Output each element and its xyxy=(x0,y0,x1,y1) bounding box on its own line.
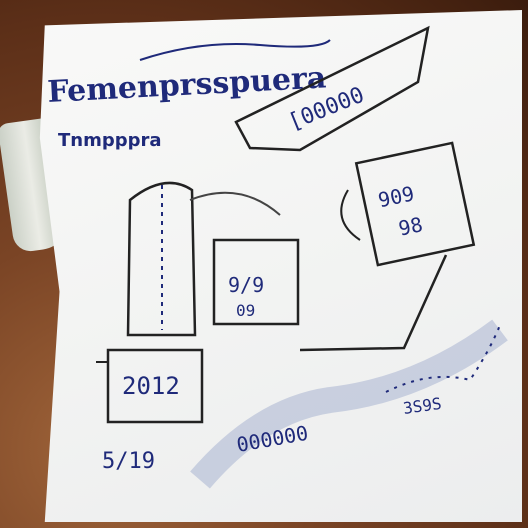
title-squiggle xyxy=(139,39,331,61)
box-top-right-arrow xyxy=(340,189,361,241)
lower-right-numbers: 3S9S xyxy=(402,394,443,418)
sketch-subtitle: Tnmpppra xyxy=(58,130,162,151)
tower-connector xyxy=(189,191,281,216)
box-center-label: 9/9 xyxy=(228,273,264,297)
tower-shape xyxy=(126,181,197,337)
sketch-title: Femenprsspuera xyxy=(47,60,328,110)
box-top-right-label-2: 98 xyxy=(396,212,425,240)
box-center-label-2: 09 xyxy=(236,301,255,320)
box-left xyxy=(106,348,204,424)
banner-shape xyxy=(234,25,430,152)
connector-right xyxy=(299,254,448,352)
box-left-label: 2012 xyxy=(122,372,180,400)
box-center xyxy=(212,238,300,326)
flow-band xyxy=(190,319,508,489)
box-top-right xyxy=(354,141,476,267)
box-top-right-label: 909 xyxy=(376,181,416,212)
left-numbers: 5/19 xyxy=(102,449,155,474)
